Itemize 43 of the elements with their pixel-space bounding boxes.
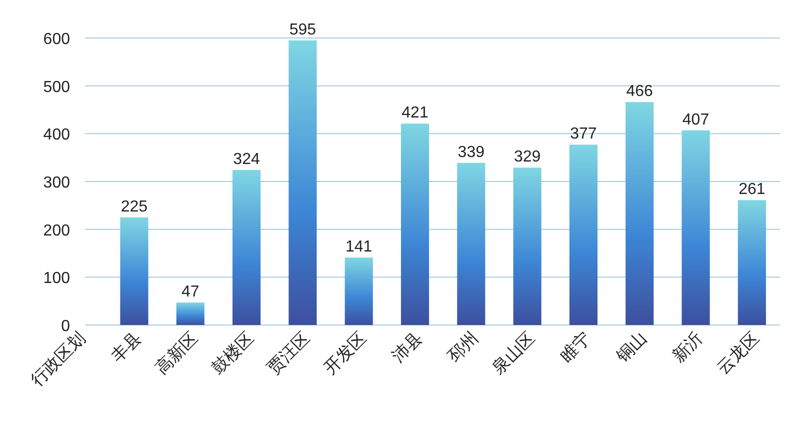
bar	[513, 168, 542, 325]
y-tick-label: 500	[43, 78, 70, 96]
y-tick-label: 200	[43, 222, 70, 240]
y-tick-label: 0	[61, 318, 70, 335]
x-tick-label: 沛县	[388, 328, 426, 366]
bar	[738, 200, 766, 325]
bar	[176, 302, 204, 325]
bar	[344, 258, 373, 325]
data-label: 407	[682, 111, 710, 128]
x-tick-label: 睢宁	[556, 328, 594, 366]
x-tick-label: 鼓楼区	[208, 328, 258, 378]
bar	[120, 217, 148, 325]
data-label: 339	[458, 144, 485, 161]
bar	[457, 162, 486, 325]
x-tick-label: 邳州	[444, 328, 482, 366]
bar	[232, 170, 261, 325]
data-label: 225	[120, 198, 148, 216]
data-label: 141	[345, 238, 372, 256]
y-tick-label: 600	[43, 31, 70, 48]
x-tick-label: 贾汪区	[264, 328, 314, 378]
data-label: 421	[402, 104, 428, 122]
x-tick-label: 新沂	[669, 328, 707, 366]
x-tick-label: 开发区	[320, 328, 370, 378]
x-tick-label: 铜山	[612, 328, 650, 367]
x-tick-label: 高新区	[152, 328, 202, 378]
bar	[626, 102, 654, 325]
bar	[569, 144, 598, 325]
x-tick-label: 云龙区	[713, 328, 763, 378]
data-label: 329	[514, 148, 541, 166]
data-label: 377	[570, 126, 597, 143]
data-label: 324	[233, 151, 260, 168]
x-tick-label: 泉山区	[488, 328, 538, 378]
y-tick-label: 300	[43, 174, 70, 192]
x-tick-label: 丰县	[108, 328, 146, 366]
data-label: 47	[181, 284, 200, 301]
y-tick-label: 400	[43, 126, 70, 144]
data-label: 466	[626, 83, 654, 100]
data-label: 595	[289, 21, 316, 38]
bar	[682, 130, 710, 325]
bar	[288, 40, 317, 325]
bar	[400, 124, 430, 325]
data-label: 261	[738, 181, 766, 198]
y-tick-label: 100	[43, 270, 70, 288]
